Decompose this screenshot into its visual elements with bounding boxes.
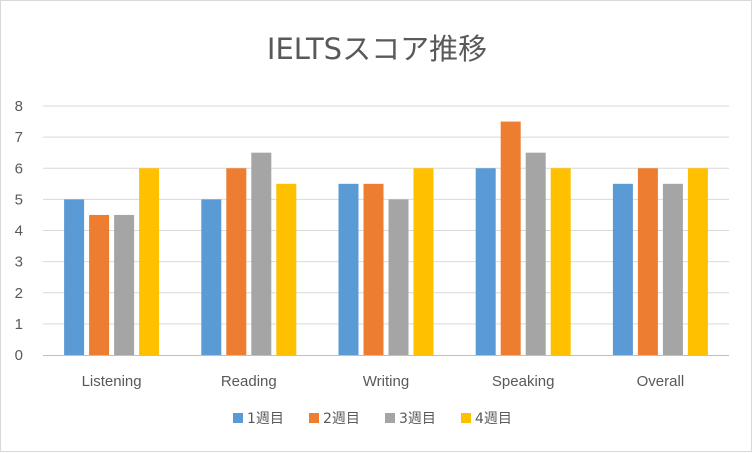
bar-overall-series-3 (662, 183, 683, 355)
bar-reading-series-2 (226, 168, 247, 355)
y-tick-label: 2 (15, 285, 23, 302)
x-tick-label: Overall (637, 373, 685, 390)
legend-label: 2週目 (323, 411, 360, 427)
y-tick-label: 0 (15, 347, 23, 364)
bar-speaking-series-1 (475, 168, 496, 355)
legend-swatch (233, 413, 243, 423)
x-tick-label: Reading (221, 373, 277, 390)
bars (64, 121, 708, 355)
bar-listening-series-2 (89, 214, 110, 355)
bar-listening-series-4 (139, 168, 160, 355)
bar-listening-series-3 (114, 214, 135, 355)
bar-reading-series-3 (251, 152, 272, 355)
legend-label: 4週目 (475, 411, 512, 427)
y-tick-label: 3 (15, 254, 23, 271)
legend-swatch (385, 413, 395, 423)
y-tick-label: 4 (15, 223, 23, 240)
chart-title: IELTSスコア推移 (267, 32, 487, 66)
y-tick-label: 5 (15, 191, 23, 208)
legend-swatch (461, 413, 471, 423)
bar-speaking-series-3 (525, 152, 546, 355)
bar-reading-series-4 (276, 183, 297, 355)
bar-writing-series-1 (338, 183, 359, 355)
x-tick-label: Writing (363, 373, 409, 390)
legend-label: 3週目 (399, 411, 436, 427)
bar-reading-series-1 (201, 199, 222, 355)
bar-speaking-series-2 (500, 121, 521, 355)
legend-label: 1週目 (247, 411, 284, 427)
bar-writing-series-4 (413, 168, 434, 355)
y-tick-label: 7 (15, 129, 23, 146)
legend: 1週目 2週目 3週目 4週目 (233, 411, 512, 427)
y-tick-label: 1 (15, 316, 23, 333)
bar-overall-series-4 (687, 168, 708, 355)
bar-writing-series-3 (388, 199, 409, 355)
legend-swatch (309, 413, 319, 423)
x-axis-ticks: Listening Reading Writing Speaking Overall (82, 373, 685, 390)
x-tick-label: Listening (82, 373, 142, 390)
bar-overall-series-1 (612, 183, 633, 355)
bar-writing-series-2 (363, 183, 384, 355)
bar-speaking-series-4 (550, 168, 571, 355)
y-axis-ticks: 0 1 2 3 4 5 6 7 8 (15, 98, 23, 364)
bar-listening-series-1 (64, 199, 85, 355)
y-tick-label: 8 (15, 98, 23, 115)
bar-overall-series-2 (637, 168, 658, 355)
x-tick-label: Speaking (492, 373, 555, 390)
y-tick-label: 6 (15, 160, 23, 177)
